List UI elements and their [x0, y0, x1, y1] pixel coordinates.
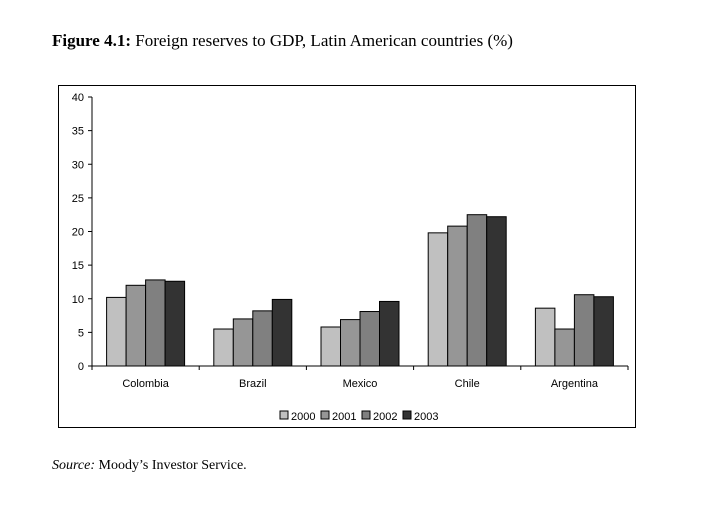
figure-title: Figure 4.1: Foreign reserves to GDP, Lat…: [52, 31, 513, 51]
y-tick-label: 15: [72, 260, 84, 272]
y-tick-label: 30: [72, 159, 84, 171]
bar-argentina-2000: [534, 307, 556, 367]
legend-swatch-2002: [361, 410, 371, 420]
source-label: Source:: [52, 458, 96, 473]
legend-label-2001: 2001: [332, 411, 356, 423]
y-tick-label: 0: [78, 361, 84, 373]
y-tick-label: 40: [72, 92, 84, 104]
chart-frame: [58, 85, 636, 428]
bar-colombia-2000: [106, 296, 127, 367]
legend-label-2002: 2002: [373, 411, 397, 423]
x-tick-label: Colombia: [122, 378, 169, 390]
bar-mexico-2002: [359, 311, 380, 367]
bar-brazil-2002: [252, 310, 273, 367]
y-tick-label: 5: [78, 327, 84, 339]
bar-brazil-2000: [213, 328, 234, 367]
bar-mexico-2003: [379, 300, 400, 367]
legend-swatch-2003: [402, 410, 412, 420]
bar-chile-2000: [427, 232, 449, 367]
bar-argentina-2001: [554, 328, 575, 367]
x-tick-label: Brazil: [239, 378, 267, 390]
bar-chile-2003: [486, 216, 507, 367]
y-tick-label: 20: [72, 227, 84, 239]
bar-mexico-2001: [340, 319, 361, 367]
legend-label-2000: 2000: [291, 411, 315, 423]
figure-title-text: Foreign reserves to GDP, Latin American …: [131, 31, 513, 50]
bar-colombia-2003: [164, 280, 186, 367]
legend-swatch-2001: [320, 410, 330, 420]
x-tick-label: Argentina: [551, 378, 599, 390]
legend-label-2003: 2003: [414, 411, 438, 423]
source-text: Moody’s Investor Service.: [95, 458, 247, 473]
figure-label: Figure 4.1:: [52, 31, 132, 50]
x-tick-label: Mexico: [343, 378, 378, 390]
source-note: Source: Moody’s Investor Service.: [52, 458, 247, 474]
bar-argentina-2003: [593, 296, 614, 367]
bar-colombia-2002: [145, 279, 166, 367]
bar-chile-2002: [466, 214, 488, 367]
y-tick-label: 25: [72, 193, 84, 205]
legend-swatch-2000: [279, 410, 289, 420]
bar-colombia-2001: [125, 284, 147, 367]
bar-mexico-2000: [320, 326, 341, 367]
x-tick-label: Chile: [455, 378, 480, 390]
bar-brazil-2003: [271, 298, 293, 367]
y-tick-label: 10: [72, 294, 84, 306]
y-tick-label: 35: [72, 126, 84, 138]
bar-argentina-2002: [573, 294, 595, 367]
bar-brazil-2001: [232, 318, 254, 367]
bar-chile-2001: [447, 225, 468, 367]
